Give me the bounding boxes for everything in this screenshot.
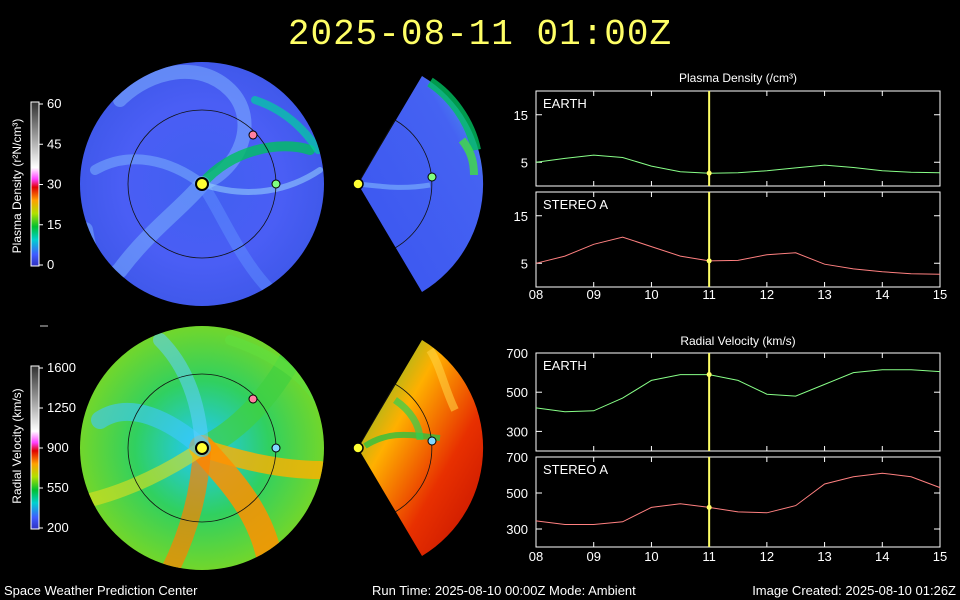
colorbar-tick-label: 900 — [47, 440, 69, 455]
velocity-meridional-map — [352, 340, 484, 556]
current-time-point — [706, 170, 712, 176]
y-tick-label: 700 — [506, 450, 528, 465]
sun-marker — [195, 441, 209, 455]
current-time-point — [706, 504, 712, 510]
colorbar-tick-label: 45 — [47, 136, 61, 151]
chart-1: Radial Velocity (km/s) 700 500 300 EARTH 700 5… — [506, 334, 947, 564]
x-tick-label: 09 — [586, 549, 600, 564]
x-tick-label: 13 — [817, 549, 831, 564]
x-tick-label: 14 — [875, 287, 889, 302]
footer-run-info: Run Time: 2025-08-10 00:00Z Mode: Ambien… — [372, 583, 636, 598]
y-tick-label: 500 — [506, 385, 528, 400]
x-tick-label: 10 — [644, 549, 658, 564]
current-time-point — [706, 372, 712, 378]
x-tick-label: 08 — [529, 549, 543, 564]
sun-marker — [352, 178, 364, 190]
y-tick-label: 5 — [521, 256, 528, 271]
x-tick-label: 14 — [875, 549, 889, 564]
plot-frame — [535, 456, 941, 548]
plot-frame — [535, 352, 941, 452]
y-tick-label: 300 — [506, 424, 528, 439]
panel-stereo-a: 700 500 300 STEREO A — [506, 450, 941, 548]
colorbar-tick-label: 60 — [47, 96, 61, 111]
colorbar-tick-label: 15 — [47, 217, 61, 232]
panel-earth: 700 500 300 EARTH — [506, 346, 941, 452]
chart-0: Plasma Density (/cm³) 15 5 EARTH 15 5 STEREO A… — [514, 71, 948, 302]
colorbar-tick-label: 550 — [47, 480, 69, 495]
earth-marker — [271, 443, 281, 453]
plot-frame — [535, 90, 941, 187]
stereo-a-marker — [248, 130, 258, 140]
sun-marker — [195, 177, 209, 191]
chart-title: Plasma Density (/cm³) — [679, 71, 797, 85]
y-tick-label: 5 — [521, 155, 528, 170]
x-tick-label: 13 — [817, 287, 831, 302]
panel-stereo-a: 15 5 STEREO A — [514, 191, 941, 288]
x-tick-label: 08 — [529, 287, 543, 302]
x-tick-label: 15 — [933, 287, 947, 302]
panel-label: STEREO A — [543, 197, 608, 212]
earth-marker — [427, 436, 437, 446]
x-tick-label: 10 — [644, 287, 658, 302]
earth-marker — [427, 172, 437, 182]
density-colorbar: 60 45 30 15 0 Plasma Density (r²N/cm³) — [10, 96, 61, 272]
density-meridional-map — [352, 76, 484, 292]
x-tick-label: 11 — [702, 549, 716, 564]
chart-title: Radial Velocity (km/s) — [680, 334, 795, 348]
series-line-stereo-a — [535, 236, 941, 275]
series-line-stereo-a — [535, 472, 941, 525]
density-colorbar-label: Plasma Density (r²N/cm³) — [10, 119, 24, 254]
velocity-colorbar: 1600 1250 900 550 200 Radial Velocity (km/s) — [10, 360, 76, 535]
velocity-colorbar-label: Radial Velocity (km/s) — [10, 388, 24, 503]
colorbar-tick-label: 1600 — [47, 360, 76, 375]
footer-image-created: Image Created: 2025-08-10 01:26Z — [752, 583, 956, 598]
panel-earth: 15 5 EARTH — [514, 90, 941, 187]
timestamp-title: 2025-08-11 01:00Z — [287, 14, 673, 55]
x-tick-label: 12 — [760, 549, 774, 564]
x-tick-label: 11 — [702, 287, 716, 302]
panel-label: STEREO A — [543, 462, 608, 477]
sun-marker — [352, 442, 364, 454]
colorbar-tick-label: 200 — [47, 520, 69, 535]
series-line-earth — [535, 369, 941, 413]
x-tick-label: 09 — [586, 287, 600, 302]
colorbar-tick-label: 30 — [47, 177, 61, 192]
footer-organization: Space Weather Prediction Center — [4, 583, 198, 598]
series-line-earth — [535, 154, 941, 174]
y-tick-label: 15 — [514, 108, 528, 123]
x-tick-label: 12 — [760, 287, 774, 302]
stereo-a-marker — [248, 394, 258, 404]
time-series-charts: Plasma Density (/cm³) 15 5 EARTH 15 5 STEREO A… — [506, 71, 947, 564]
y-tick-label: 700 — [506, 346, 528, 361]
colorbar-tick-label: 0 — [47, 257, 54, 272]
velocity-ecliptic-map — [80, 326, 324, 570]
y-tick-label: 500 — [506, 486, 528, 501]
current-time-point — [706, 258, 712, 264]
earth-marker — [271, 179, 281, 189]
y-tick-label: 300 — [506, 522, 528, 537]
panel-label: EARTH — [543, 96, 587, 111]
colorbar-tick-label: 1250 — [47, 400, 76, 415]
y-tick-label: 15 — [514, 209, 528, 224]
density-ecliptic-map — [80, 62, 324, 306]
panel-label: EARTH — [543, 358, 587, 373]
x-tick-label: 15 — [933, 549, 947, 564]
